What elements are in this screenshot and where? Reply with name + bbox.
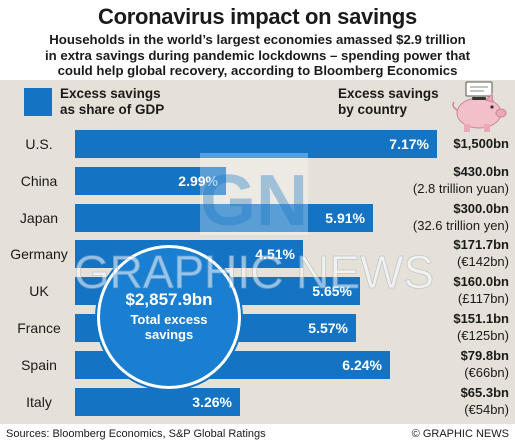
chart-subtitle: Households in the world’s largest econom… — [6, 32, 509, 79]
subtitle-line-3: could help global recovery, according to… — [57, 63, 458, 78]
bar-value-label: 4.51% — [255, 246, 295, 263]
bar — [75, 203, 373, 232]
category-label: Italy — [26, 393, 52, 410]
amount-value: $160.0bn — [453, 274, 509, 290]
credit: © GRAPHIC NEWS — [411, 428, 509, 440]
total-savings-label-line-1: Total excess — [130, 312, 208, 327]
amount-value: $300.0bn — [453, 200, 509, 216]
country-savings-header: Excess savings by country — [338, 86, 456, 118]
category-label: France — [17, 320, 61, 336]
chart-row: U.S. 7.17% $1,500bn — [0, 126, 515, 162]
amount-local-currency: (€66bn) — [464, 364, 509, 380]
amount-local-currency: (€54bn) — [464, 401, 509, 417]
country-amount: $300.0bn (32.6 trillion yen) — [413, 200, 509, 234]
country-amount: $79.8bn (€66bn) — [461, 347, 509, 381]
amount-local-currency: (2.8 trillion yuan) — [412, 180, 509, 196]
bar-value-label: 5.65% — [312, 283, 352, 300]
piggy-bank-icon — [452, 81, 507, 132]
bar — [75, 166, 226, 195]
amount-local-currency: (£117bn) — [457, 291, 509, 307]
bar-value-label: 3.26% — [192, 393, 232, 410]
country-amount: $151.1bn (€125bn) — [453, 310, 509, 344]
total-savings-label: Total excess savings — [100, 312, 238, 342]
bar-value-label: 5.91% — [325, 209, 365, 226]
legend-label-line-2: as share of GDP — [60, 102, 165, 117]
category-label: Japan — [19, 209, 59, 226]
bar-value-label: 6.24% — [342, 356, 382, 373]
category-label: UK — [29, 283, 49, 300]
chart-row: France 5.57% $151.1bn (€125bn) — [0, 310, 515, 346]
category-label: China — [20, 172, 58, 189]
category-label: Spain — [21, 356, 57, 373]
amount-local-currency: (€142bn) — [456, 254, 509, 270]
amount-local-currency: (€125bn) — [456, 328, 509, 343]
bar — [75, 387, 240, 416]
bar — [75, 130, 437, 158]
country-amount: $430.0bn (2.8 trillion yuan) — [413, 163, 509, 197]
subtitle-line-1: Households in the world’s largest econom… — [49, 32, 466, 47]
source-note: Sources: Bloomberg Economics, S&P Global… — [6, 428, 266, 440]
country-header-line-1: Excess savings — [338, 86, 439, 101]
country-amount: $65.3bn (€54bn) — [461, 384, 509, 418]
country-amount: $1,500bn — [453, 135, 509, 152]
bar-value-label: 7.17% — [389, 136, 429, 152]
amount-value: $65.3bn — [460, 384, 509, 400]
country-amount: $160.0bn (£117bn) — [453, 273, 509, 307]
bar-value-label: 2.99% — [178, 172, 218, 189]
legend-label: Excess savings as share of GDP — [60, 86, 210, 118]
chart-row: UK 5.65% $160.0bn (£117bn) — [0, 273, 515, 309]
chart-title: Coronavirus impact on savings — [98, 4, 417, 29]
country-header-line-2: by country — [338, 102, 408, 117]
category-label: U.S. — [25, 136, 53, 152]
total-savings-circle: $2,857.9bn Total excess savings — [100, 248, 238, 386]
subtitle-line-2: in extra savings during pandemic lockdow… — [44, 47, 470, 63]
amount-value: $1,500bn — [453, 136, 509, 151]
country-amount: $171.7bn (€142bn) — [453, 236, 509, 270]
chart-row: Japan 5.91% $300.0bn (32.6 trillion yen) — [0, 200, 515, 236]
chart-row: Germany 4.51% $171.7bn (€142bn) — [0, 236, 515, 272]
chart-row: China 2.99% $430.0bn (2.8 trillion yuan) — [0, 163, 515, 199]
total-savings-value: $2,857.9bn — [125, 290, 213, 309]
legend-swatch — [24, 88, 52, 116]
bar-value-label: 5.57% — [308, 320, 348, 336]
legend-label-line-1: Excess savings — [60, 86, 161, 101]
total-savings-label-line-2: savings — [144, 327, 194, 342]
amount-value: $151.1bn — [453, 311, 509, 326]
chart-row: Italy 3.26% $65.3bn (€54bn) — [0, 384, 515, 420]
category-label: Germany — [10, 246, 68, 263]
amount-value: $171.7bn — [453, 237, 509, 253]
chart-row: Spain 6.24% $79.8bn (€66bn) — [0, 347, 515, 383]
amount-value: $79.8bn — [460, 347, 509, 363]
amount-local-currency: (32.6 trillion yen) — [412, 217, 509, 233]
amount-value: $430.0bn — [453, 163, 509, 179]
